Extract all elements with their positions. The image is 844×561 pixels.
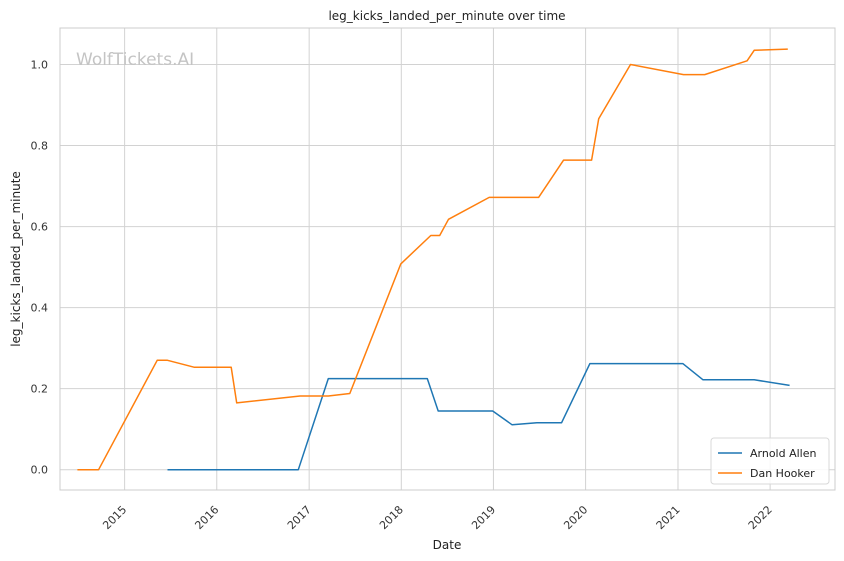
legend: Arnold Allen Dan Hooker — [710, 437, 830, 485]
y-tick-label: 1.0 — [31, 58, 49, 71]
y-tick-label: 0.4 — [31, 302, 49, 315]
chart-title: leg_kicks_landed_per_minute over time — [328, 9, 565, 23]
y-tick-label: 0.0 — [31, 464, 49, 477]
y-tick-label: 0.8 — [31, 140, 49, 153]
watermark-text: WolfTickets.AI — [76, 50, 194, 70]
y-axis-label: leg_kicks_landed_per_minute — [9, 171, 23, 347]
series-lines — [77, 48, 790, 471]
y-tick-label: 0.2 — [31, 383, 49, 396]
series-line-arnold-allen — [167, 362, 790, 471]
legend-entry-label: Dan Hooker — [750, 467, 815, 480]
plot-area-frame — [59, 27, 836, 491]
series-line-dan-hooker — [77, 48, 788, 471]
legend-entry-label: Arnold Allen — [750, 447, 816, 460]
y-tick-label: 0.6 — [31, 221, 49, 234]
x-axis-label: Date — [433, 538, 462, 552]
